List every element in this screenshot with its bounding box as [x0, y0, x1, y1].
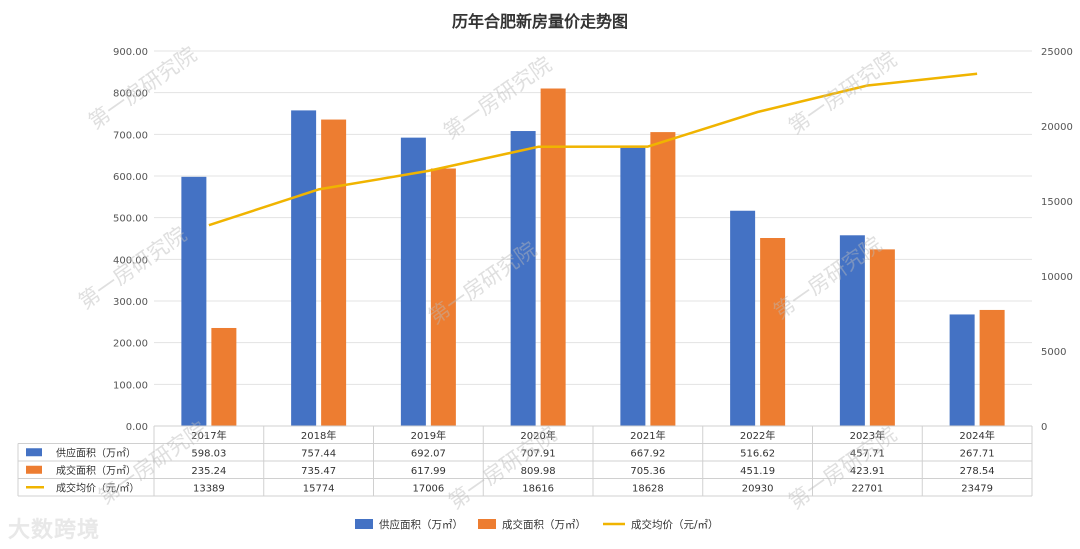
- table-cell: 451.19: [740, 466, 775, 477]
- watermark: 第一房研究院: [94, 417, 211, 509]
- table-row-header: 供应面积（万㎡）: [56, 447, 136, 460]
- table-cell: 18616: [522, 484, 554, 495]
- price-line: [208, 72, 978, 227]
- bar-deal: [321, 119, 347, 426]
- brand-logo: 大数跨境: [8, 518, 101, 543]
- y-right-tick-label: 15000: [1041, 197, 1073, 208]
- table-cell: 667.92: [630, 449, 665, 460]
- table-cell: 617.99: [411, 466, 446, 477]
- bar-deal: [869, 249, 895, 426]
- table-cell: 735.47: [301, 466, 336, 477]
- legend-label: 成交面积（万㎡）: [502, 518, 586, 531]
- table-row-header: 成交均价（元/㎡）: [56, 482, 139, 495]
- y-left-tick-label: 300.00: [113, 297, 148, 308]
- y-left-tick-label: 100.00: [113, 380, 148, 391]
- bar-supply: [400, 137, 426, 426]
- legend-label: 成交均价（元/㎡）: [631, 518, 719, 531]
- y-left-tick-label: 200.00: [113, 339, 148, 350]
- y-right-tick-label: 20000: [1041, 122, 1073, 133]
- table-cell: 457.71: [850, 449, 885, 460]
- y-left-tick-label: 900.00: [113, 47, 148, 58]
- table-cell: 757.44: [301, 449, 336, 460]
- bar-supply: [620, 147, 646, 426]
- x-tick-label: 2018年: [301, 429, 336, 442]
- x-tick-label: 2017年: [191, 429, 226, 442]
- bar-supply: [839, 235, 865, 426]
- table-cell: 13389: [193, 484, 225, 495]
- bar-deal: [211, 327, 237, 426]
- watermark: 第一房研究院: [769, 232, 886, 324]
- table-cell: 598.03: [191, 449, 226, 460]
- table-cell: 707.91: [521, 449, 556, 460]
- bar-supply: [181, 176, 207, 426]
- table-cell: 22701: [851, 484, 883, 495]
- table-cell: 235.24: [191, 466, 226, 477]
- y-left-tick-label: 800.00: [113, 89, 148, 100]
- bar-deal: [650, 132, 676, 426]
- table-cell: 705.36: [630, 466, 665, 477]
- bar-deal: [979, 309, 1005, 426]
- y-right-tick-label: 25000: [1041, 47, 1073, 58]
- bar-deal: [540, 88, 566, 426]
- x-tick-label: 2021年: [630, 429, 665, 442]
- y-right-tick-label: 5000: [1041, 347, 1066, 358]
- x-tick-label: 2023年: [850, 429, 885, 442]
- y-left-tick-label: 600.00: [113, 172, 148, 183]
- table-cell: 23479: [961, 484, 993, 495]
- x-tick-label: 2019年: [411, 429, 446, 442]
- table-cell: 267.71: [960, 449, 995, 460]
- watermark: 第一房研究院: [439, 52, 556, 144]
- table-legend-key: [26, 448, 42, 457]
- x-tick-label: 2022年: [740, 429, 775, 442]
- table-cell: 18628: [632, 484, 664, 495]
- table-cell: 17006: [412, 484, 444, 495]
- bar-deal: [760, 238, 786, 426]
- table-cell: 809.98: [521, 466, 556, 477]
- table-cell: 20930: [742, 484, 774, 495]
- y-right-tick-label: 10000: [1041, 272, 1073, 283]
- x-tick-label: 2020年: [520, 429, 555, 442]
- table-cell: 516.62: [740, 449, 775, 460]
- legend-key: [478, 519, 496, 529]
- x-tick-label: 2024年: [959, 429, 994, 442]
- table-cell: 15774: [303, 484, 335, 495]
- table-cell: 278.54: [960, 466, 995, 477]
- bar-supply: [291, 110, 317, 427]
- y-right-tick-label: 0: [1041, 422, 1047, 433]
- bar-deal: [430, 168, 456, 427]
- table-cell: 423.91: [850, 466, 885, 477]
- y-left-tick-label: 500.00: [113, 214, 148, 225]
- y-left-tick-label: 0.00: [126, 422, 148, 433]
- legend-key: [355, 519, 373, 529]
- y-left-tick-label: 400.00: [113, 255, 148, 266]
- bar-supply: [949, 314, 975, 426]
- legend-label: 供应面积（万㎡）: [379, 518, 463, 531]
- table-row-header: 成交面积（万㎡）: [56, 464, 136, 477]
- table-cell: 692.07: [411, 449, 446, 460]
- y-left-tick-label: 700.00: [113, 130, 148, 141]
- chart-title: 历年合肥新房量价走势图: [452, 12, 628, 31]
- table-legend-key: [26, 465, 42, 474]
- bar-supply: [510, 131, 536, 426]
- bar-supply: [730, 210, 756, 426]
